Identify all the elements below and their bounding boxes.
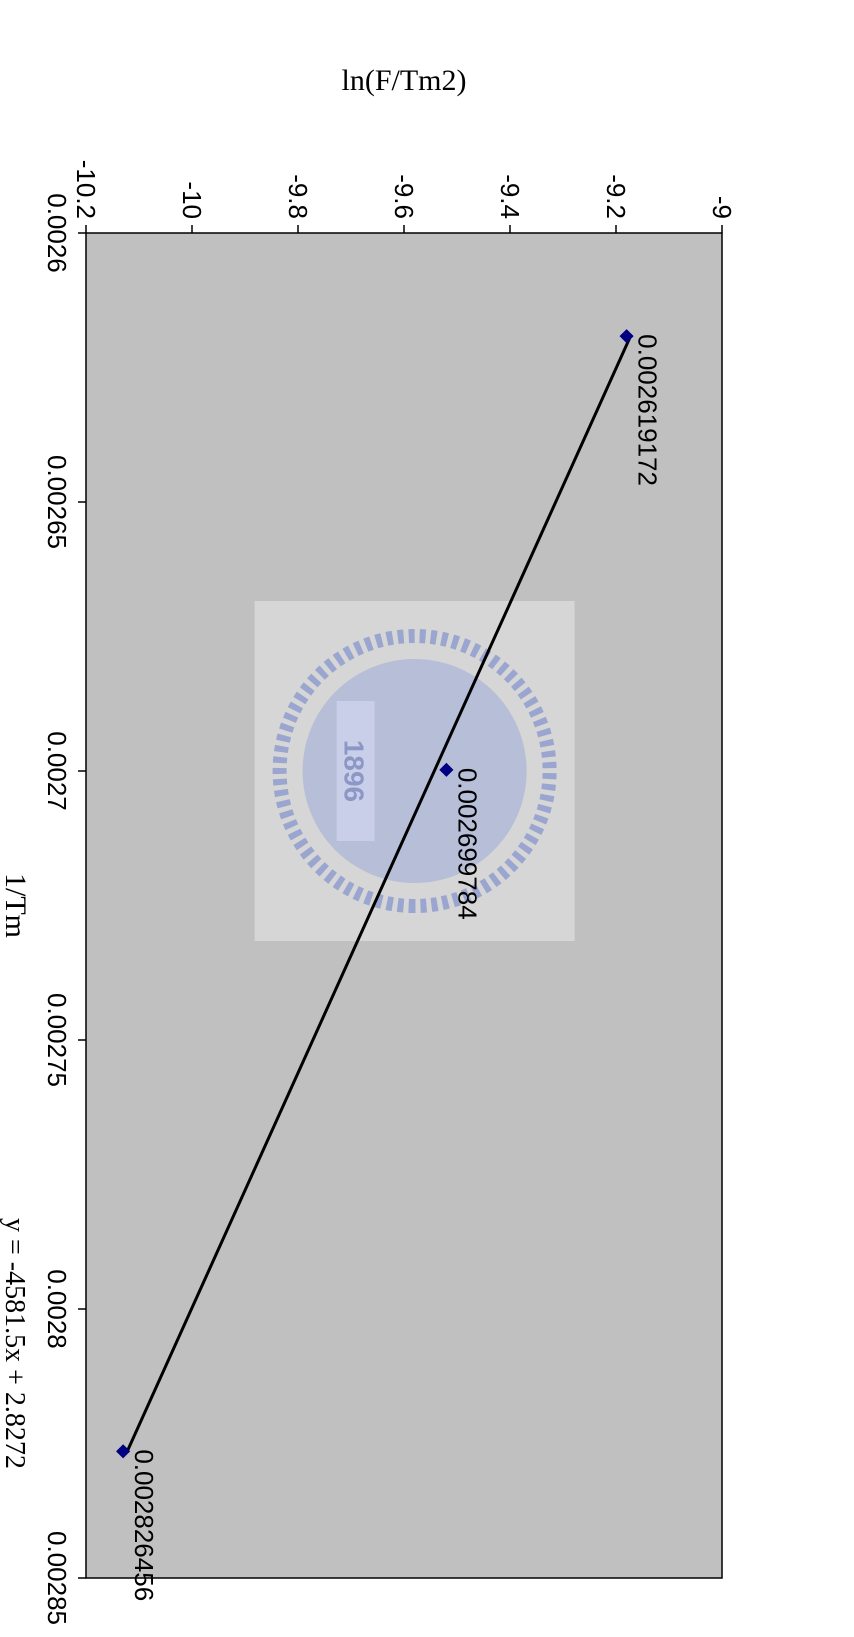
watermark-logo: 1896 — [254, 601, 575, 941]
y-tick-label: -9.4 — [495, 174, 525, 219]
data-label: 0.002619172 — [633, 334, 663, 486]
x-tick-label: 0.00265 — [42, 455, 72, 549]
rotated-chart-group: 1896 0.002619172 0.002699784 0.002826456 0… — [0, 64, 737, 1625]
data-point — [116, 1444, 131, 1459]
x-axis-ticks: 0.0026 0.00265 0.0027 0.00275 0.0028 0.00285 — [42, 193, 86, 1625]
x-tick-label: 0.00285 — [42, 1531, 72, 1625]
y-tick-label: -10.2 — [71, 160, 101, 219]
x-tick-label: 0.0027 — [42, 731, 72, 811]
x-tick-label: 0.0026 — [42, 193, 72, 273]
y-axis-title: ln(F/Tm2) — [342, 64, 467, 97]
y-tick-label: -9.8 — [283, 174, 313, 219]
data-label: 0.002699784 — [452, 768, 482, 920]
x-tick-label: 0.0028 — [42, 1269, 72, 1349]
y-tick-label: -10 — [177, 181, 207, 219]
y-tick-label: -9.2 — [601, 174, 631, 219]
x-tick-label: 0.00275 — [42, 993, 72, 1087]
trendline — [125, 335, 632, 1452]
data-label: 0.002826456 — [129, 1449, 159, 1601]
y-tick-label: -9.6 — [389, 174, 419, 219]
watermark-year: 1896 — [339, 740, 370, 802]
data-point — [619, 329, 634, 344]
x-axis-title: 1/Tm — [0, 873, 32, 938]
y-tick-label: -9 — [707, 196, 737, 219]
watermark-banner — [336, 701, 375, 841]
watermark-gear-ring — [272, 629, 557, 913]
trendline-equation: y = -4581.5x + 2.8272 — [0, 1218, 30, 1469]
y-axis-ticks: -9 -9.2 -9.4 -9.6 -9.8 -10 -10.2 — [71, 160, 737, 233]
data-point — [439, 762, 454, 777]
data-marks: 0.002619172 0.002699784 0.002826456 — [116, 329, 663, 1601]
watermark-disc — [302, 659, 527, 883]
